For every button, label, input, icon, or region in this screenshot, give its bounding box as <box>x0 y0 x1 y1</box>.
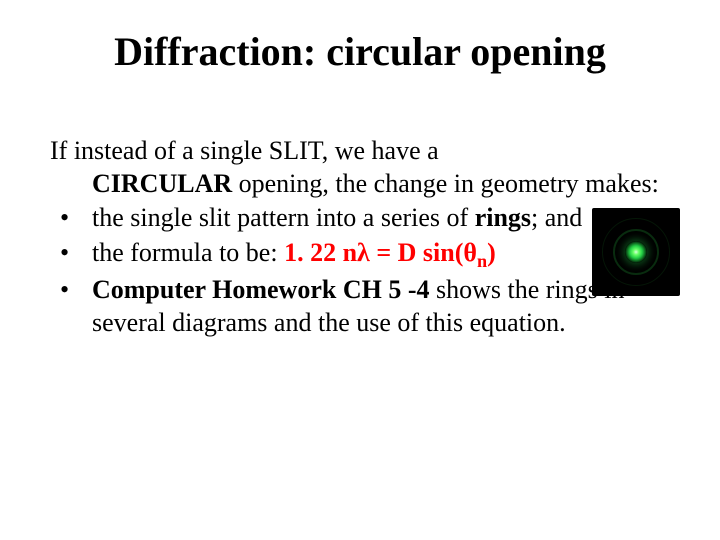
slide-title: Diffraction: circular opening <box>50 28 670 75</box>
slide: Diffraction: circular opening If instead… <box>0 0 720 540</box>
formula-close: ) <box>487 238 496 267</box>
bullet-1-rings: rings <box>475 203 531 232</box>
intro-paragraph: If instead of a single SLIT, we have a C… <box>50 135 670 200</box>
theta-symbol: θ <box>463 238 477 267</box>
formula-mid: = D sin( <box>370 238 464 267</box>
bullet-1-pre: the single slit pattern into a series of <box>92 203 475 232</box>
bullet-list: the single slit pattern into a series of… <box>50 202 670 339</box>
body-content: If instead of a single SLIT, we have a C… <box>50 135 670 339</box>
bullet-2-pre: the formula to be: <box>92 238 284 267</box>
formula-pre: 1. 22 n <box>284 238 357 267</box>
airy-center-spot <box>625 241 647 263</box>
airy-disk-image <box>592 208 680 296</box>
bullet-1: the single slit pattern into a series of… <box>50 202 670 235</box>
bullet-1-post: ; and <box>531 203 582 232</box>
bullet-2: the formula to be: 1. 22 nλ = D sin(θn) <box>50 237 670 273</box>
intro-line1: If instead of a single SLIT, we have a <box>50 136 439 165</box>
intro-line2-wrap: CIRCULAR opening, the change in geometry… <box>50 169 659 198</box>
intro-circular: CIRCULAR <box>92 169 232 198</box>
formula: 1. 22 nλ = D sin(θn) <box>284 238 496 267</box>
lambda-symbol: λ <box>357 238 370 267</box>
bullet-3-bold: Computer Homework CH 5 -4 <box>92 275 429 304</box>
intro-line2-rest: opening, the change in geometry makes: <box>232 169 659 198</box>
subscript-n: n <box>477 251 487 271</box>
bullet-3: Computer Homework CH 5 -4 shows the ring… <box>50 274 670 339</box>
